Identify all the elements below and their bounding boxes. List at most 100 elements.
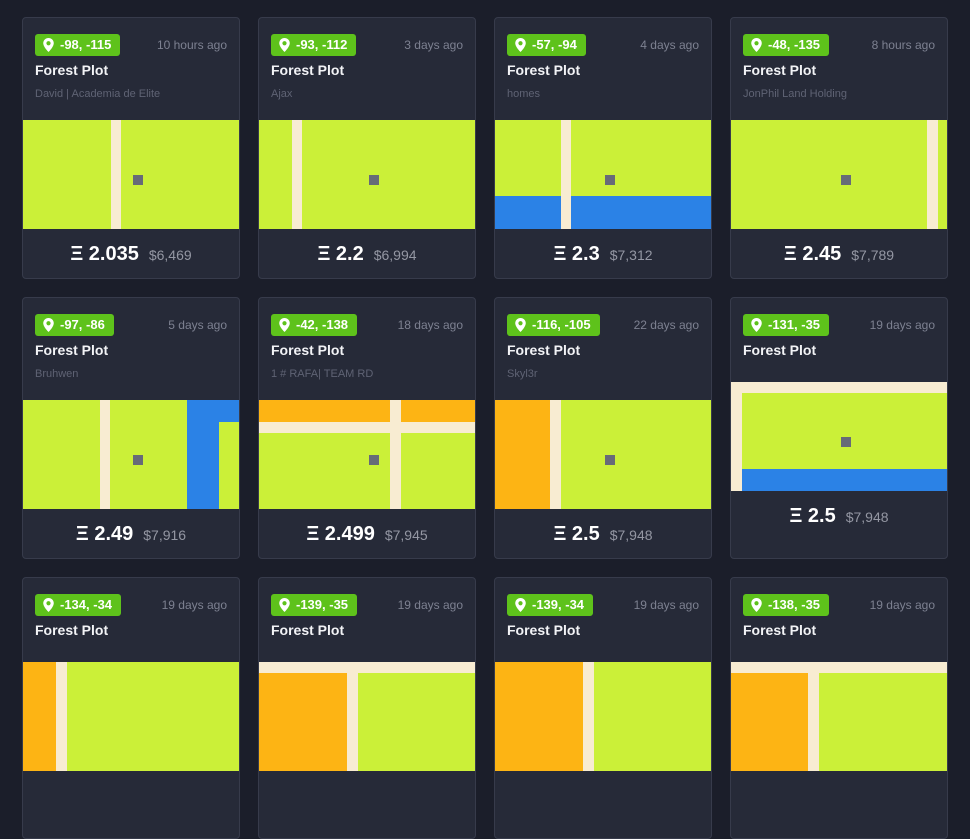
price-eth: Ξ 2.3	[553, 242, 600, 265]
price: Ξ 2.3 $7,312	[495, 230, 711, 278]
coordinates: -139, -34	[532, 597, 585, 612]
listing-title: Forest Plot	[743, 342, 817, 358]
coordinates-badge: -138, -35	[743, 594, 830, 616]
price-eth: Ξ 2.5	[789, 504, 836, 527]
coordinates: -57, -94	[532, 37, 577, 52]
listing-card[interactable]: -93, -112 3 days ago Forest Plot Ajax Ξ …	[258, 17, 476, 279]
coordinates-badge: -134, -34	[35, 594, 122, 616]
listing-card[interactable]: -98, -115 10 hours ago Forest Plot David…	[22, 17, 240, 279]
plot-map	[495, 120, 711, 229]
listing-title: Forest Plot	[507, 62, 581, 78]
price-eth: Ξ 2.49	[75, 522, 134, 545]
plot-marker-icon	[133, 455, 143, 465]
listing-time: 5 days ago	[168, 318, 227, 332]
owner-name: homes	[507, 88, 541, 100]
listing-card[interactable]: -57, -94 4 days ago Forest Plot homes Ξ …	[494, 17, 712, 279]
listing-card[interactable]: -116, -105 22 days ago Forest Plot Skyl3…	[494, 297, 712, 559]
listing-card[interactable]: -48, -135 8 hours ago Forest Plot JonPhi…	[730, 17, 948, 279]
listing-title: Forest Plot	[743, 62, 817, 78]
listing-card[interactable]: -131, -35 19 days ago Forest Plot Ξ 2.5 …	[730, 297, 948, 559]
plot-map	[259, 400, 475, 509]
coordinates-badge: -57, -94	[507, 34, 586, 56]
listing-time: 19 days ago	[869, 598, 935, 612]
listing-time: 3 days ago	[404, 38, 463, 52]
listing-card[interactable]: -97, -86 5 days ago Forest Plot Bruhwen …	[22, 297, 240, 559]
listing-card[interactable]: -134, -34 19 days ago Forest Plot	[22, 577, 240, 839]
price-usd: $7,312	[609, 247, 653, 263]
price-usd: $6,994	[373, 247, 417, 263]
map-pin-icon	[279, 38, 290, 52]
listing-time: 19 days ago	[161, 598, 227, 612]
plot-map	[259, 662, 475, 771]
map-pin-icon	[43, 38, 54, 52]
price: Ξ 2.45 $7,789	[731, 230, 947, 278]
price: Ξ 2.49 $7,916	[23, 510, 239, 558]
owner-name: 1 # RAFA| TEAM RD	[271, 368, 374, 380]
owner-name: Ajax	[271, 88, 293, 100]
listing-title: Forest Plot	[271, 342, 345, 358]
coordinates-badge: -97, -86	[35, 314, 114, 336]
owner-name: Bruhwen	[35, 368, 79, 380]
listing-time: 19 days ago	[633, 598, 699, 612]
plot-map	[495, 662, 711, 771]
plot-marker-icon	[841, 437, 851, 447]
map-pin-icon	[515, 318, 526, 332]
coordinates: -116, -105	[532, 317, 591, 332]
coordinates-badge: -131, -35	[743, 314, 830, 336]
coordinates: -93, -112	[296, 37, 348, 52]
listing-title: Forest Plot	[271, 62, 345, 78]
coordinates: -139, -35	[296, 597, 349, 612]
price-usd: $7,945	[384, 527, 428, 543]
price-usd: $7,916	[143, 527, 187, 543]
plot-map	[23, 662, 239, 771]
listing-time: 19 days ago	[869, 318, 935, 332]
owner-name: Skyl3r	[507, 368, 538, 380]
listing-title: Forest Plot	[743, 622, 817, 638]
listing-card[interactable]: -139, -35 19 days ago Forest Plot	[258, 577, 476, 839]
owner-name: JonPhil Land Holding	[743, 88, 847, 100]
price: Ξ 2.5 $7,948	[731, 492, 947, 540]
price-eth: Ξ 2.45	[783, 242, 842, 265]
coordinates: -98, -115	[60, 37, 112, 52]
coordinates-badge: -139, -34	[507, 594, 594, 616]
coordinates-badge: -93, -112	[271, 34, 357, 56]
price-usd: $7,789	[851, 247, 895, 263]
plot-map	[23, 120, 239, 229]
coordinates: -138, -35	[768, 597, 821, 612]
price-usd: $6,469	[148, 247, 192, 263]
listing-title: Forest Plot	[507, 342, 581, 358]
price: Ξ 2.2 $6,994	[259, 230, 475, 278]
map-pin-icon	[43, 598, 54, 612]
price: Ξ 2.035 $6,469	[23, 230, 239, 278]
listing-time: 18 days ago	[397, 318, 463, 332]
coordinates: -97, -86	[60, 317, 105, 332]
listing-time: 8 hours ago	[871, 38, 935, 52]
price: Ξ 2.5 $7,948	[495, 510, 711, 558]
map-pin-icon	[751, 598, 762, 612]
map-pin-icon	[751, 318, 762, 332]
price-eth: Ξ 2.499	[306, 522, 375, 545]
listing-title: Forest Plot	[507, 622, 581, 638]
price: Ξ 2.499 $7,945	[259, 510, 475, 558]
plot-marker-icon	[605, 455, 615, 465]
listing-title: Forest Plot	[271, 622, 345, 638]
plot-map	[731, 120, 947, 229]
plot-map	[731, 382, 947, 491]
listing-title: Forest Plot	[35, 62, 109, 78]
listing-time: 4 days ago	[640, 38, 699, 52]
price-usd: $7,948	[845, 509, 889, 525]
plot-marker-icon	[133, 175, 143, 185]
coordinates-badge: -98, -115	[35, 34, 121, 56]
listing-time: 22 days ago	[633, 318, 699, 332]
plot-marker-icon	[369, 455, 379, 465]
plot-map	[23, 400, 239, 509]
map-pin-icon	[279, 598, 290, 612]
listing-card[interactable]: -42, -138 18 days ago Forest Plot 1 # RA…	[258, 297, 476, 559]
listing-card[interactable]: -138, -35 19 days ago Forest Plot	[730, 577, 948, 839]
map-pin-icon	[751, 38, 762, 52]
coordinates: -134, -34	[60, 597, 113, 612]
price-eth: Ξ 2.2	[317, 242, 364, 265]
listing-card[interactable]: -139, -34 19 days ago Forest Plot	[494, 577, 712, 839]
price-eth: Ξ 2.035	[70, 242, 139, 265]
listing-title: Forest Plot	[35, 342, 109, 358]
